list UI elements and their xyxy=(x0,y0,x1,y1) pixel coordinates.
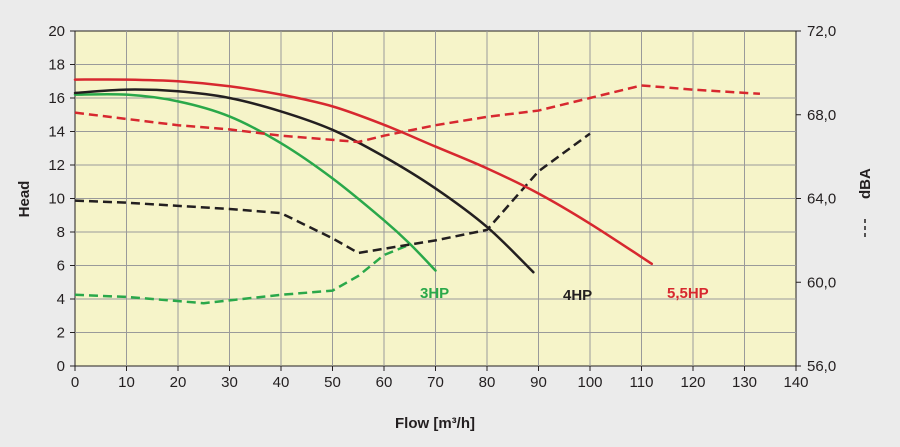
y2-tick-label: 56,0 xyxy=(807,358,836,375)
x-tick-label: 100 xyxy=(577,374,602,391)
y-axis-title: Head xyxy=(16,181,33,218)
noise-curve-5-5hp xyxy=(74,84,761,144)
x-axis-ticks: 0 10 20 30 40 50 60 70 80 90 100 110 120 130 140 xyxy=(71,366,809,391)
y-tick-label: 14 xyxy=(48,124,65,141)
y2-tick-label: 72,0 xyxy=(807,23,836,40)
x-tick-label: 0 xyxy=(71,374,79,391)
y-tick-label: 6 xyxy=(57,258,65,275)
head-curve-5-5hp xyxy=(73,78,654,266)
y2-tick-label: 60,0 xyxy=(807,274,836,291)
x-tick-label: 10 xyxy=(118,374,135,391)
head-curve-3hp xyxy=(73,92,437,272)
series-label-4hp: 4HP xyxy=(563,287,592,304)
x-tick-label: 60 xyxy=(376,374,393,391)
head-curve-4hp xyxy=(73,88,535,274)
noise-curve-3hp xyxy=(74,243,411,305)
x-tick-label: 20 xyxy=(170,374,187,391)
y2-tick-label: 64,0 xyxy=(807,191,836,208)
x-tick-label: 90 xyxy=(530,374,547,391)
y-tick-label: 4 xyxy=(57,291,65,308)
x-tick-label: 40 xyxy=(273,374,290,391)
y2-axis-title-group: dBA xyxy=(857,168,874,237)
series-lines xyxy=(73,78,761,305)
y-tick-label: 2 xyxy=(57,325,65,342)
y-tick-label: 12 xyxy=(48,157,65,174)
x-axis-title: Flow [m³/h] xyxy=(395,415,475,432)
y-tick-label: 10 xyxy=(48,191,65,208)
y-axis-ticks: 0 2 4 6 8 10 12 14 16 18 20 xyxy=(48,23,75,375)
x-tick-label: 110 xyxy=(630,374,654,391)
y-tick-label: 20 xyxy=(48,23,65,40)
y-tick-label: 18 xyxy=(48,57,65,74)
series-label-5-5hp: 5,5HP xyxy=(667,285,709,302)
y-tick-label: 8 xyxy=(57,224,65,241)
y-tick-label: 0 xyxy=(57,358,65,375)
x-tick-label: 140 xyxy=(783,374,808,391)
y2-axis-title: dBA xyxy=(857,168,874,199)
x-tick-label: 80 xyxy=(479,374,496,391)
x-tick-label: 120 xyxy=(680,374,705,391)
noise-curve-4hp xyxy=(74,132,591,255)
x-tick-label: 130 xyxy=(732,374,757,391)
y2-axis-ticks: 56,0 60,0 64,0 68,0 72,0 xyxy=(796,23,836,375)
series-label-3hp: 3HP xyxy=(420,285,449,302)
y-tick-label: 16 xyxy=(48,90,65,107)
grid-lines xyxy=(75,31,796,366)
x-tick-label: 50 xyxy=(324,374,341,391)
y2-tick-label: 68,0 xyxy=(807,107,836,124)
x-tick-label: 70 xyxy=(427,374,444,391)
x-tick-label: 30 xyxy=(221,374,238,391)
